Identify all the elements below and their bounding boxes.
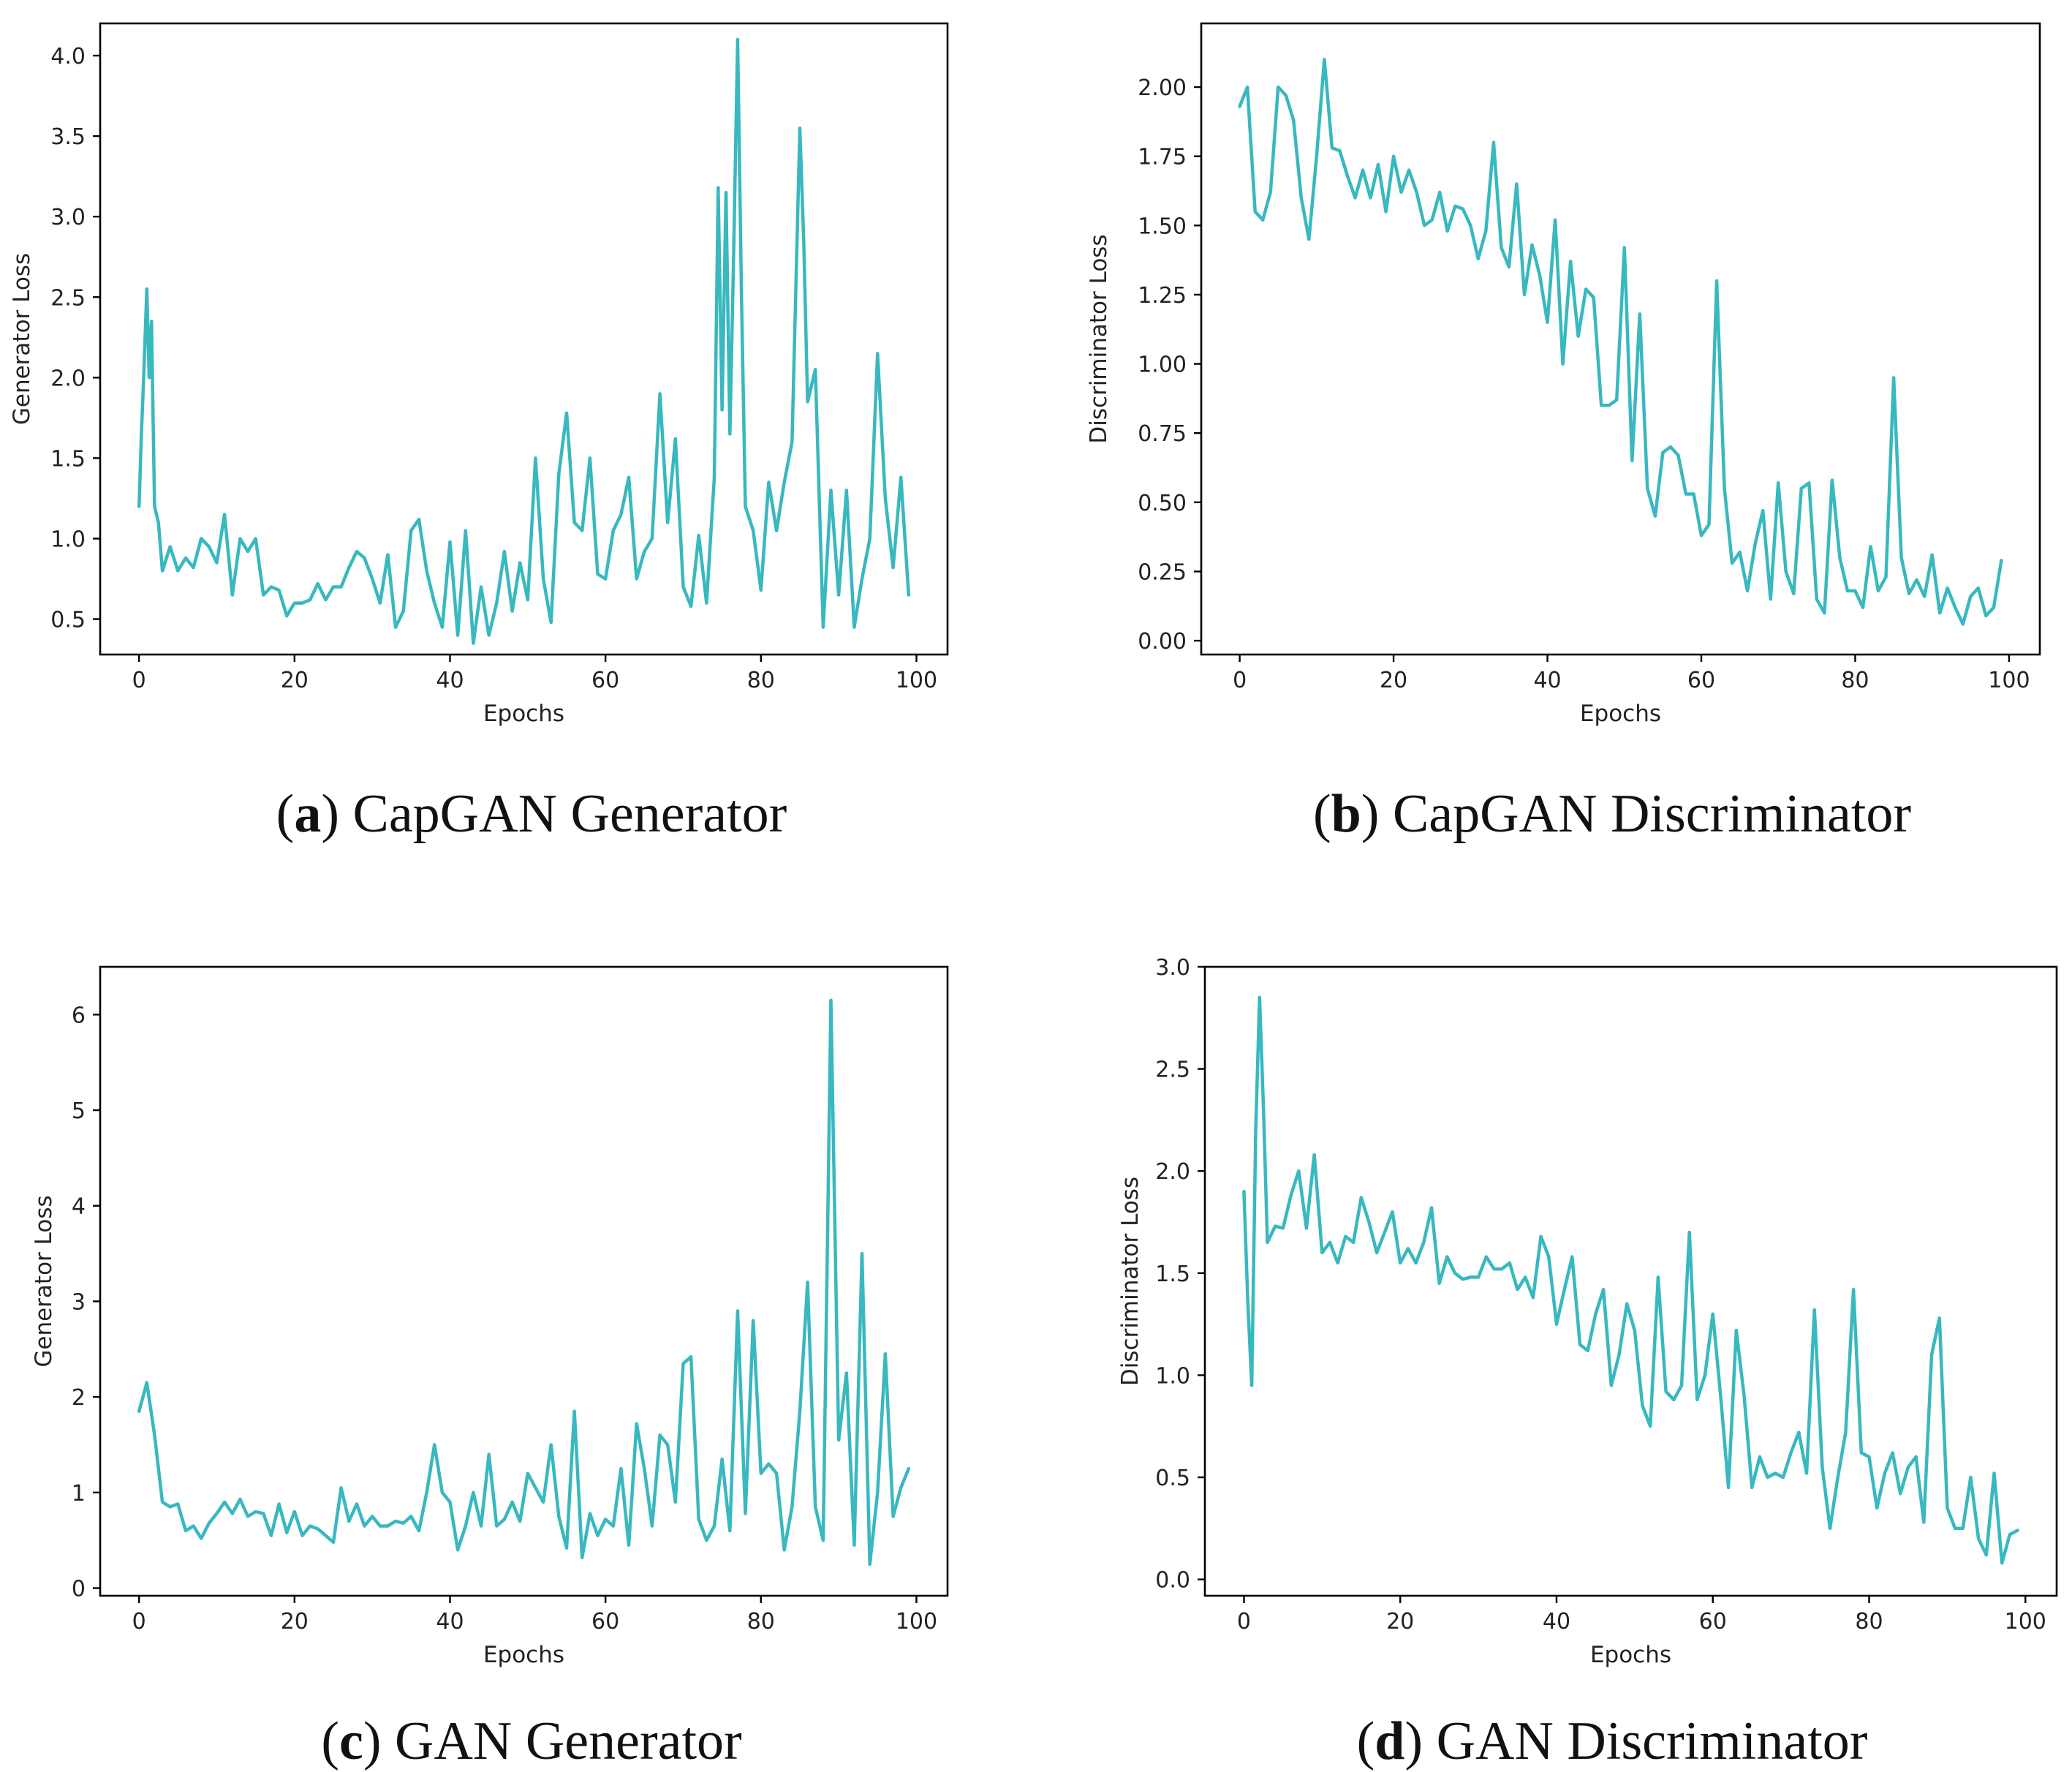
y-tick-label: 0.5 bbox=[1155, 1466, 1190, 1491]
y-tick-label: 0.0 bbox=[1155, 1568, 1190, 1594]
y-tick-label: 2.0 bbox=[50, 366, 86, 391]
y-tick-label: 0 bbox=[72, 1577, 86, 1602]
y-tick-label: 6 bbox=[72, 1003, 86, 1028]
caption-c: (c) GAN Generator bbox=[321, 1711, 741, 1771]
x-tick-label: 40 bbox=[436, 1609, 464, 1635]
y-tick-label: 0.50 bbox=[1138, 491, 1187, 516]
y-axis-label: Discriminator Loss bbox=[1086, 234, 1112, 443]
x-tick-label: 40 bbox=[1543, 1609, 1570, 1635]
panel-gan-generator: 0 20 40 60 80 100 0 1 2 3 4 5 6 Epochs Generator Loss bbox=[31, 965, 949, 1668]
x-tick-label: 100 bbox=[896, 668, 937, 693]
y-tick-label: 0.00 bbox=[1138, 629, 1187, 655]
x-tick-label: 100 bbox=[1988, 668, 2030, 693]
plot-frame bbox=[99, 22, 949, 656]
y-tick-label: 1.75 bbox=[1138, 145, 1187, 170]
x-tick-label: 80 bbox=[1855, 1609, 1883, 1635]
x-tick-label: 0 bbox=[132, 668, 146, 693]
x-axis-label: Epochs bbox=[1590, 1642, 1671, 1668]
panel-capgan-discriminator: 0 20 40 60 80 100 0.00 0.25 0.50 0.75 1.00 1.25 1.50… bbox=[1086, 22, 2041, 727]
y-tick-label: 3 bbox=[72, 1289, 86, 1315]
caption-text: CapGAN Discriminator bbox=[1393, 784, 1911, 844]
y-tick-label: 4.0 bbox=[50, 44, 86, 69]
x-axis-label: Epochs bbox=[483, 1642, 564, 1668]
y-tick-label: 1.0 bbox=[1155, 1363, 1190, 1389]
y-tick-label: 1.25 bbox=[1138, 283, 1187, 309]
caption-text: GAN Generator bbox=[395, 1711, 742, 1771]
y-tick-label: 1.0 bbox=[50, 527, 86, 552]
series-line bbox=[1238, 57, 2003, 626]
caption-letter: b bbox=[1331, 784, 1361, 844]
y-tick-label: 3.0 bbox=[50, 205, 86, 230]
y-tick-label: 1 bbox=[72, 1481, 86, 1507]
x-tick-label: 60 bbox=[1687, 668, 1715, 693]
x-tick-label: 60 bbox=[591, 1609, 619, 1635]
caption-letter: d bbox=[1375, 1711, 1404, 1771]
caption-text: CapGAN Generator bbox=[352, 784, 787, 844]
x-tick-label: 40 bbox=[1533, 668, 1561, 693]
x-tick-label: 0 bbox=[132, 1609, 146, 1635]
y-tick-label: 2.5 bbox=[1155, 1057, 1190, 1083]
x-tick-label: 0 bbox=[1233, 668, 1247, 693]
y-tick-label: 2.00 bbox=[1138, 75, 1187, 101]
plot-frame bbox=[99, 965, 949, 1597]
panel-capgan-generator: 0 20 40 60 80 100 0.5 1.0 1.5 2.0 2.5 3.0 3.5 4.0 Epoc… bbox=[9, 22, 949, 727]
x-tick-label: 80 bbox=[1841, 668, 1869, 693]
y-tick-label: 4 bbox=[72, 1194, 86, 1220]
y-tick-label: 1.5 bbox=[50, 446, 86, 472]
y-tick-label: 3.5 bbox=[50, 124, 86, 150]
y-tick-label: 2.5 bbox=[50, 285, 86, 311]
y-tick-label: 0.75 bbox=[1138, 421, 1187, 447]
x-tick-label: 80 bbox=[747, 668, 775, 693]
x-tick-label: 20 bbox=[281, 668, 309, 693]
x-tick-label: 20 bbox=[1386, 1609, 1414, 1635]
x-axis-label: Epochs bbox=[483, 701, 564, 727]
x-tick-label: 20 bbox=[281, 1609, 309, 1635]
series-line bbox=[137, 37, 911, 645]
x-tick-label: 80 bbox=[747, 1609, 775, 1635]
y-axis-label: Generator Loss bbox=[31, 1195, 57, 1367]
y-tick-label: 0.5 bbox=[50, 608, 86, 633]
x-tick-label: 60 bbox=[1699, 1609, 1727, 1635]
y-tick-label: 2 bbox=[72, 1385, 86, 1411]
y-tick-label: 2.0 bbox=[1155, 1159, 1190, 1185]
caption-b: (b) CapGAN Discriminator bbox=[1313, 784, 1911, 844]
x-tick-label: 0 bbox=[1237, 1609, 1251, 1635]
y-tick-label: 1.00 bbox=[1138, 352, 1187, 378]
caption-a: (a) CapGAN Generator bbox=[276, 784, 787, 844]
y-tick-label: 1.5 bbox=[1155, 1262, 1190, 1287]
y-tick-label: 1.50 bbox=[1138, 214, 1187, 239]
caption-text: GAN Discriminator bbox=[1437, 1711, 1868, 1771]
series-line bbox=[137, 998, 911, 1566]
x-tick-label: 60 bbox=[591, 668, 619, 693]
x-tick-label: 100 bbox=[2005, 1609, 2046, 1635]
panel-gan-discriminator: 0 20 40 60 80 100 0.0 0.5 1.0 1.5 2.0 2.5 3.0 Epochs D… bbox=[1117, 955, 2058, 1668]
x-tick-label: 100 bbox=[896, 1609, 937, 1635]
caption-letter: c bbox=[339, 1711, 363, 1771]
y-tick-label: 0.25 bbox=[1138, 559, 1187, 585]
plot-frame bbox=[1203, 965, 2058, 1597]
caption-d: (d) GAN Discriminator bbox=[1357, 1711, 1868, 1771]
x-tick-label: 20 bbox=[1380, 668, 1407, 693]
series-line bbox=[1242, 995, 2019, 1565]
caption-letter: a bbox=[294, 784, 321, 844]
y-axis-label: Generator Loss bbox=[9, 253, 35, 425]
x-axis-label: Epochs bbox=[1580, 701, 1661, 727]
y-tick-label: 5 bbox=[72, 1098, 86, 1124]
plot-frame bbox=[1200, 22, 2041, 656]
y-axis-label: Discriminator Loss bbox=[1117, 1177, 1143, 1386]
y-tick-label: 3.0 bbox=[1155, 955, 1190, 981]
x-tick-label: 40 bbox=[436, 668, 464, 693]
